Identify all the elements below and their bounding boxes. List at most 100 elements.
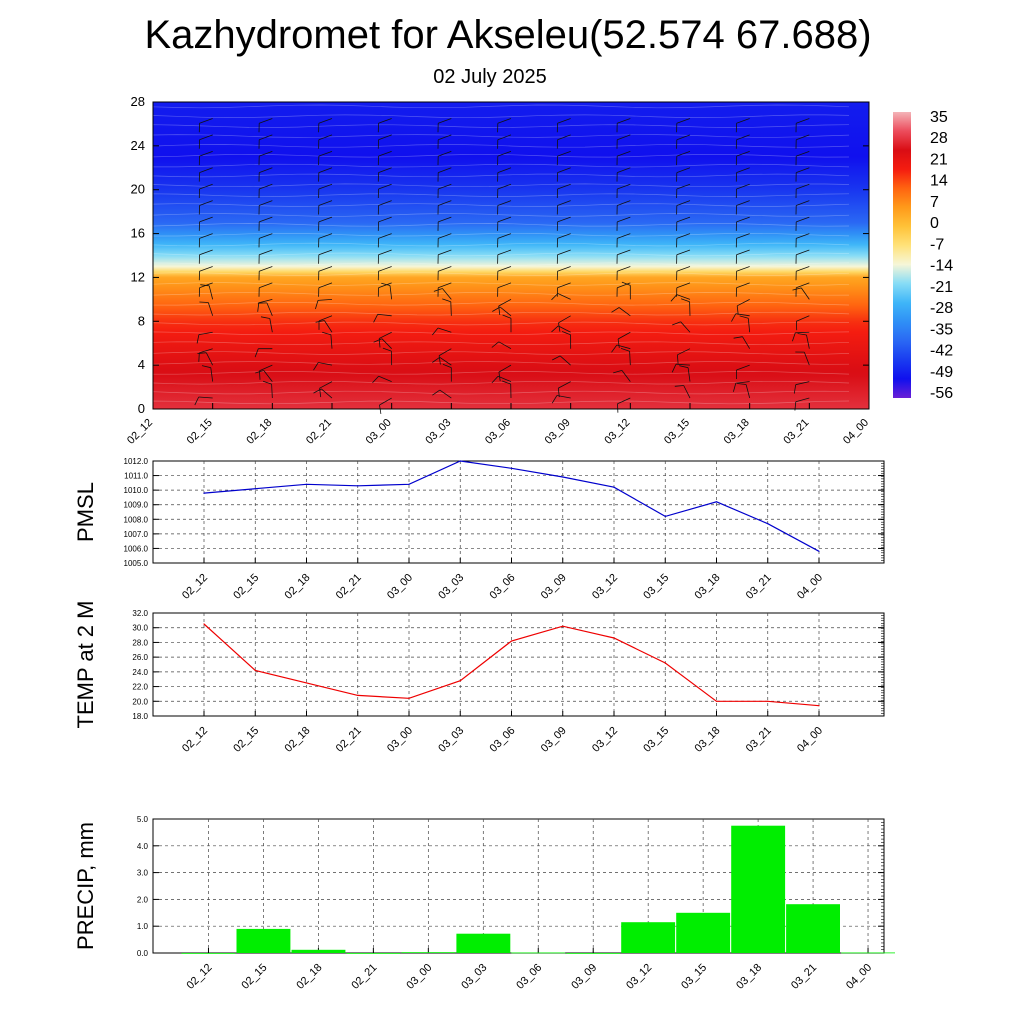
wind-barb-flag (670, 294, 678, 302)
wind-barb-flag (315, 300, 319, 310)
wind-barb-shaft (795, 331, 810, 334)
wind-barb-flag (381, 282, 391, 286)
wind-barb-shaft (736, 183, 750, 190)
wind-barb-shaft (676, 233, 691, 239)
wind-barb-shaft (617, 167, 631, 173)
wind-barb-shaft (735, 381, 750, 384)
wind-barb-shaft (317, 298, 333, 301)
wind-barb-shaft (318, 315, 333, 322)
wind-barb-shaft (378, 233, 392, 239)
pmsl-panel: 1005.0 1006.0 1007.0 1008.0 1009.0 1010.0 1011… (73, 457, 885, 602)
wind-barb-shaft (199, 200, 213, 206)
wind-barb-shaft (199, 249, 213, 256)
x-tick-label: 03_09 (569, 962, 599, 992)
wind-barb-shaft (330, 334, 333, 349)
colorbar-label: -7 (930, 236, 944, 253)
heatmap-x-tick-label: 02_12 (125, 417, 155, 447)
wind-barb-flag (498, 372, 501, 382)
heatmap-x-tick-label: 03_18 (722, 417, 752, 447)
contour-line (152, 183, 850, 188)
wind-barb-shaft (676, 249, 691, 256)
precip-bar (676, 912, 731, 953)
wind-barb-shaft (736, 364, 750, 371)
contour-line (152, 311, 850, 316)
wind-barb-shaft (796, 183, 810, 190)
wind-barb-shaft (378, 266, 392, 272)
heatmap-x-tick-label: 03_09 (543, 417, 573, 447)
series-point (357, 485, 359, 487)
contour-line (152, 272, 850, 276)
wind-barb-shaft (559, 355, 571, 366)
wind-barb-shaft (259, 134, 273, 141)
wind-barb-shaft (617, 233, 631, 239)
heatmap-y-tick-label: 8 (138, 313, 145, 328)
wind-barb-shaft (378, 150, 392, 157)
precip-bar (291, 949, 346, 953)
x-tick-label: 02_15 (231, 572, 261, 602)
wind-barb-shaft (498, 299, 512, 307)
heatmap-x-axis: 02_12 02_15 02_18 02_21 03_00 03_03 03_06 03_09… (125, 403, 871, 447)
contour-line (152, 213, 850, 217)
wind-barb-shaft (497, 216, 512, 223)
wind-barb-flag (611, 344, 618, 353)
colorbar-label: 21 (930, 152, 948, 169)
contour-line (152, 351, 850, 355)
wind-barb-flag (621, 281, 631, 286)
wind-barb-shaft (558, 315, 571, 324)
wind-barb-shaft (378, 375, 392, 382)
y-tick-label: 1007.0 (124, 530, 149, 539)
colorbar-label: 28 (930, 130, 948, 147)
precip-bar (236, 928, 291, 953)
series-point (767, 700, 769, 702)
series-point (357, 694, 359, 697)
series-point (203, 623, 205, 625)
wind-barb-shaft (800, 287, 810, 300)
y-tick-label: 1.0 (137, 922, 149, 931)
x-tick-label: 03_18 (693, 725, 723, 755)
wind-barb-shaft (198, 331, 213, 335)
wind-barb-shaft (557, 249, 571, 256)
wind-barb-shaft (271, 384, 273, 399)
wind-barb-flag (382, 347, 392, 352)
colorbar-label: 0 (930, 215, 939, 232)
precip-bar (841, 952, 895, 954)
wind-barb-flag (792, 332, 796, 342)
x-tick-label: 02_18 (294, 962, 324, 992)
wind-barb-shaft (795, 381, 810, 386)
wind-barb-flag (552, 355, 561, 361)
wind-barb-flag (792, 287, 802, 291)
wind-barb-shaft (438, 167, 452, 173)
wind-barb-shaft (497, 249, 512, 256)
precipitation-panel: 0.0 1.0 2.0 3.0 4.0 5.0 02_12 02_15 02_18 02_21 03… (73, 815, 895, 992)
wind-barb-shaft (199, 167, 213, 173)
wind-barb-flag (194, 396, 200, 406)
y-tick-label: 28.0 (132, 638, 148, 647)
series-point (664, 515, 666, 518)
wind-barb-shaft (199, 118, 213, 124)
wind-barb-shaft (318, 134, 333, 141)
wind-barb-shaft (557, 233, 571, 239)
wind-barb-shaft (199, 348, 213, 354)
contour-line (152, 331, 850, 336)
wind-barb-shaft (438, 134, 452, 141)
colorbar-label: 7 (930, 194, 939, 211)
wind-barb-flag (201, 365, 211, 369)
wind-barb-shaft (736, 150, 750, 157)
precip-bar (401, 952, 456, 953)
wind-barb-shaft (259, 233, 273, 239)
wind-barb-shaft (259, 183, 273, 190)
y-tick-label: 22.0 (132, 683, 148, 692)
wind-barb-shaft (450, 301, 452, 316)
wind-barb-shaft (676, 266, 691, 272)
wind-barb-shaft (324, 320, 333, 333)
heatmap-x-tick-label: 03_15 (662, 417, 692, 447)
wind-barb-shaft (318, 183, 333, 190)
heatmap-x-tick-label: 03_21 (781, 417, 811, 447)
x-tick-label: 02_15 (239, 962, 269, 992)
x-tick-label: 03_00 (404, 962, 434, 992)
series-point (562, 625, 564, 627)
wind-barb-flag (797, 333, 807, 336)
wind-barb-flag (260, 316, 270, 319)
y-axis-title: PMSL (73, 482, 98, 542)
wind-barb-flag (432, 389, 441, 396)
